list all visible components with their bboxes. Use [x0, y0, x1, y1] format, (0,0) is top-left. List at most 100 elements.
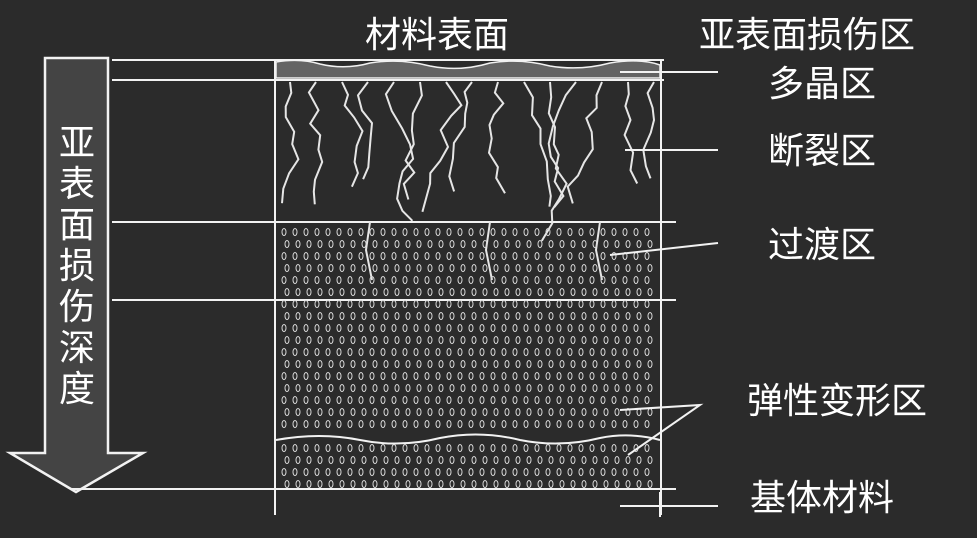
grain-dot — [325, 252, 331, 260]
grain-dot — [369, 396, 375, 404]
grain-dot — [435, 468, 441, 476]
depth-label-char: 表 — [59, 164, 95, 205]
grain-dot — [347, 300, 353, 308]
grain-dot — [633, 300, 639, 308]
grain-dot — [460, 480, 466, 488]
grain-dot — [636, 384, 642, 392]
grain-dot — [537, 240, 543, 248]
grain-dot — [347, 228, 353, 236]
grain-dot — [295, 456, 301, 464]
grain-dot — [559, 312, 565, 320]
grain-dot — [295, 408, 301, 416]
grain-dot — [457, 396, 463, 404]
grain-dot — [449, 336, 455, 344]
grain-dot — [515, 264, 521, 272]
grain-dot — [523, 372, 529, 380]
grain-dot — [317, 312, 323, 320]
grain-dot — [471, 480, 477, 488]
grain-dot — [526, 240, 532, 248]
grain-dot — [325, 324, 331, 332]
grain-dot — [446, 324, 452, 332]
grain-dot — [526, 480, 532, 488]
grain-dot — [611, 420, 617, 428]
grain-dot — [435, 420, 441, 428]
grain-dot — [416, 408, 422, 416]
grain-dot — [292, 420, 298, 428]
grain-dot — [589, 228, 595, 236]
grain-dot — [578, 276, 584, 284]
grain-dot — [328, 264, 334, 272]
grain-dot — [523, 468, 529, 476]
grain-dot — [435, 372, 441, 380]
grain-dot — [369, 276, 375, 284]
grain-dot — [306, 408, 312, 416]
grain-dot — [405, 312, 411, 320]
grain-dot — [581, 480, 587, 488]
grain-dot — [534, 420, 540, 428]
grain-dot — [468, 324, 474, 332]
grain-dot — [424, 468, 430, 476]
grain-dot — [611, 252, 617, 260]
grain-dot — [490, 276, 496, 284]
grain-dot — [622, 300, 628, 308]
grain-dot — [284, 240, 290, 248]
grain-dot — [523, 396, 529, 404]
grain-dot — [490, 348, 496, 356]
grain-dot — [446, 276, 452, 284]
grain-dot — [523, 444, 529, 452]
grain-dot — [380, 420, 386, 428]
crack — [356, 81, 374, 180]
grain-dot — [625, 384, 631, 392]
grain-dot — [567, 276, 573, 284]
grain-dot — [581, 240, 587, 248]
grain-dot — [281, 324, 287, 332]
grain-dot — [559, 360, 565, 368]
grain-dot — [394, 384, 400, 392]
grain-dot — [446, 468, 452, 476]
grain-dot — [306, 360, 312, 368]
grain-dot — [578, 396, 584, 404]
grain-dot — [468, 396, 474, 404]
grain-dot — [512, 468, 518, 476]
grain-dot — [479, 252, 485, 260]
grain-dot — [328, 312, 334, 320]
grain-dot — [457, 228, 463, 236]
grain-dot — [592, 408, 598, 416]
grain-dot — [369, 468, 375, 476]
grain-dot — [336, 348, 342, 356]
grain-dot — [548, 288, 554, 296]
grain-dot — [303, 324, 309, 332]
grain-dot — [567, 372, 573, 380]
grain-dot — [405, 336, 411, 344]
grain-dot — [471, 360, 477, 368]
grain-dot — [427, 336, 433, 344]
grain-dot — [537, 480, 543, 488]
grain-dot — [413, 348, 419, 356]
grain-dot — [380, 252, 386, 260]
grain-dot — [482, 456, 488, 464]
grain-dot — [504, 312, 510, 320]
grain-dot — [347, 372, 353, 380]
grain-dot — [504, 480, 510, 488]
grain-dot — [449, 240, 455, 248]
grain-dot — [391, 420, 397, 428]
grain-dot — [383, 312, 389, 320]
grain-dot — [625, 264, 631, 272]
grain-dot — [347, 252, 353, 260]
grain-dot — [600, 420, 606, 428]
grain-dot — [380, 300, 386, 308]
grain-dot — [537, 408, 543, 416]
grain-dot — [647, 384, 653, 392]
grain-dot — [460, 360, 466, 368]
grain-dot — [380, 276, 386, 284]
grain-dot — [446, 252, 452, 260]
grain-dot — [380, 396, 386, 404]
grain-dot — [603, 336, 609, 344]
grain-dot — [306, 288, 312, 296]
grain-dot — [501, 372, 507, 380]
grain-dot — [592, 288, 598, 296]
grain-dot — [526, 336, 532, 344]
grain-dot — [383, 384, 389, 392]
grain-dot — [317, 288, 323, 296]
